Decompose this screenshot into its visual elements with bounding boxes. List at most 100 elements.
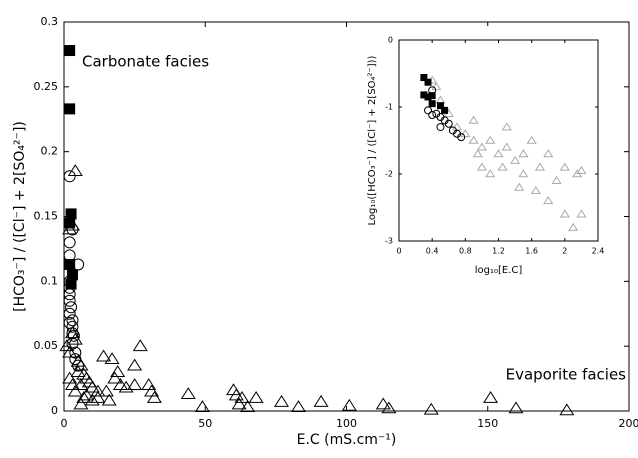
- triangle-marker: [62, 222, 78, 235]
- square-marker: [64, 45, 76, 57]
- circle-marker: [63, 281, 76, 294]
- circle-marker: [444, 119, 453, 128]
- triangle-marker: [485, 169, 496, 178]
- triangle-marker: [234, 391, 250, 403]
- x-tick-label: 0.8: [459, 247, 472, 256]
- circle-marker: [428, 111, 437, 120]
- triangle-marker: [313, 394, 329, 407]
- triangle-marker: [76, 391, 92, 403]
- triangle-marker: [460, 129, 471, 138]
- circle-marker: [66, 314, 79, 327]
- triangle-marker: [476, 162, 488, 171]
- y-tick-label: 0.25: [34, 80, 59, 93]
- x-tick-label: 0.4: [426, 247, 439, 256]
- triangle-marker: [559, 162, 570, 171]
- circle-marker: [63, 249, 76, 262]
- square-marker: [441, 106, 449, 114]
- triangle-marker: [84, 380, 100, 393]
- circle-marker: [72, 359, 85, 372]
- x-tick-label: 200: [619, 417, 638, 430]
- y-tick-label: 0: [51, 404, 58, 417]
- x-tick-label: 2.4: [592, 247, 605, 256]
- circle-marker: [72, 258, 85, 271]
- square-marker: [65, 208, 77, 220]
- square-marker: [420, 74, 428, 82]
- triangle-marker: [127, 358, 143, 371]
- triangle-marker: [98, 384, 114, 397]
- triangle-marker: [180, 387, 196, 400]
- triangle-marker: [290, 400, 306, 413]
- square-marker: [66, 269, 78, 281]
- triangle-marker: [248, 391, 264, 403]
- circle-marker: [66, 320, 79, 333]
- circle-marker: [63, 275, 76, 288]
- triangle-marker: [576, 165, 587, 174]
- triangle-marker: [530, 185, 541, 195]
- y-tick-label: 0.1: [41, 274, 59, 287]
- x-tick-label: 1.6: [525, 247, 538, 256]
- circle-marker: [424, 106, 433, 115]
- x-tick-label: 2: [562, 247, 567, 256]
- triangle-marker: [472, 149, 483, 158]
- circle-marker: [63, 236, 76, 249]
- triangle-marker: [493, 149, 504, 158]
- triangle-marker: [576, 209, 587, 218]
- triangle-marker: [67, 332, 83, 345]
- triangle-marker: [514, 182, 525, 191]
- triangle-marker: [107, 371, 123, 384]
- triangle-marker: [568, 222, 579, 231]
- x-tick-label: 50: [198, 417, 212, 430]
- triangle-marker: [501, 122, 512, 131]
- square-marker: [436, 102, 444, 110]
- triangle-marker: [518, 169, 529, 178]
- triangle-marker: [526, 135, 537, 144]
- y-tick-label: 0.15: [34, 210, 59, 223]
- annotation: Carbonate facies: [82, 53, 209, 71]
- circle-marker: [63, 170, 76, 183]
- x-tick-label: 0: [396, 247, 401, 256]
- triangle-marker: [240, 400, 256, 413]
- x-tick-label: 100: [336, 417, 357, 430]
- triangle-marker: [96, 349, 112, 362]
- triangle-marker: [509, 155, 521, 164]
- triangle-marker: [559, 403, 575, 416]
- triangle-marker: [508, 401, 524, 414]
- triangle-marker: [543, 196, 554, 205]
- triangle-marker: [375, 397, 391, 410]
- triangle-marker: [67, 164, 83, 177]
- triangle-marker: [70, 365, 86, 377]
- triangle-marker: [483, 391, 499, 403]
- triangle-marker: [543, 149, 554, 158]
- triangle-marker: [101, 393, 117, 406]
- circle-marker: [66, 223, 79, 236]
- triangle-marker: [112, 378, 129, 390]
- triangle-marker: [67, 384, 83, 397]
- triangle-marker: [228, 388, 244, 401]
- x-tick-label: 150: [477, 417, 498, 430]
- y-tick-label: 0.05: [34, 339, 59, 352]
- y-axis-label: [HCO₃⁻] / ([Cl⁻] + 2[SO₄²⁻]): [12, 121, 28, 312]
- triangle-marker: [534, 162, 546, 171]
- square-marker: [64, 258, 76, 270]
- square-marker: [424, 78, 432, 86]
- x-tick-label: 0: [61, 417, 68, 430]
- triangle-marker: [501, 142, 512, 151]
- triangle-marker: [90, 391, 106, 403]
- circle-marker: [65, 301, 78, 314]
- triangle-marker: [194, 400, 210, 413]
- triangle-marker: [231, 397, 247, 410]
- triangle-marker: [423, 402, 439, 415]
- triangle-marker: [476, 142, 488, 151]
- triangle-marker: [551, 175, 562, 184]
- x-axis-label: E.C (mS.cm⁻¹): [297, 432, 397, 448]
- triangle-marker: [431, 82, 442, 91]
- triangle-marker: [468, 135, 479, 144]
- square-marker: [64, 103, 76, 115]
- triangle-marker: [104, 352, 120, 365]
- x-tick-label: 1.2: [492, 247, 505, 256]
- triangle-marker: [381, 401, 397, 414]
- circle-marker: [448, 126, 457, 135]
- square-marker: [65, 278, 77, 290]
- triangle-marker: [497, 162, 508, 171]
